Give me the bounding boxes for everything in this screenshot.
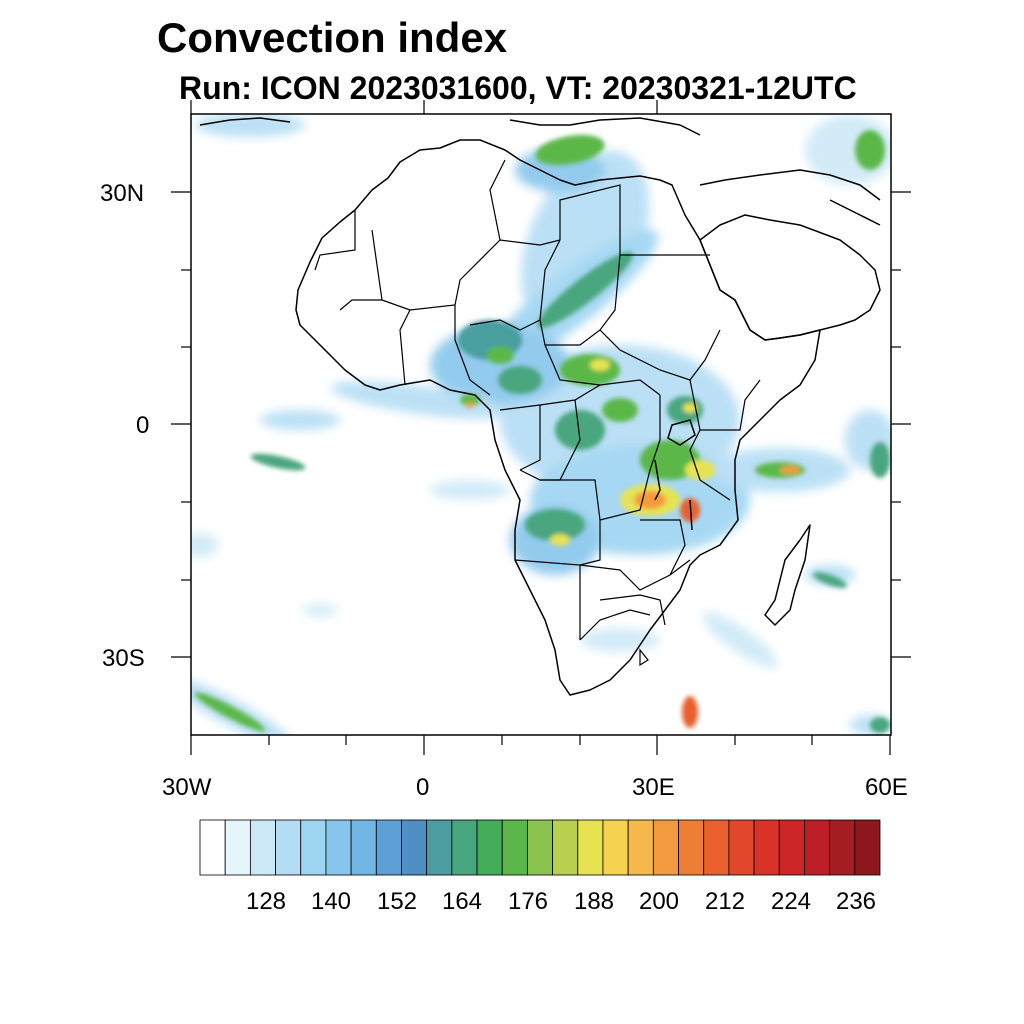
colorbar-label: 200: [638, 888, 680, 915]
colorbar-label: 152: [376, 888, 418, 915]
colorbar-swatch: [829, 819, 856, 876]
colorbar-swatch: [627, 819, 654, 876]
colorbar-swatch: [199, 819, 226, 876]
colorbar: [199, 819, 881, 876]
colorbar-label: 164: [441, 888, 483, 915]
colorbar-label: 212: [704, 888, 746, 915]
colorbar-swatch: [728, 819, 755, 876]
convection-field: [191, 114, 891, 735]
colorbar-swatch: [375, 819, 402, 876]
country-borders: [314, 159, 761, 667]
colorbar-label: 128: [245, 888, 287, 915]
colorbar-swatch: [350, 819, 377, 876]
lon-label-30w: 30W: [162, 774, 212, 801]
colorbar-swatch: [275, 819, 302, 876]
lat-label-30s: 30S: [102, 645, 145, 672]
colorbar-swatch: [527, 819, 553, 876]
map-subtitle: Run: ICON 2023031600, VT: 20230321-12UTC: [179, 70, 857, 106]
colorbar-swatch: [678, 819, 705, 876]
axis-ticks: [171, 100, 911, 755]
colorbar-label: 236: [835, 888, 877, 915]
lon-label-30e: 30E: [632, 774, 675, 801]
colorbar-swatch: [703, 819, 730, 876]
colorbar-swatch: [224, 819, 251, 876]
colorbar-swatch: [501, 819, 528, 876]
colorbar-label: 176: [507, 888, 549, 915]
map-title: Convection index: [157, 14, 508, 61]
colorbar-swatch: [249, 819, 276, 876]
lon-label-60e: 60E: [865, 774, 908, 801]
coastlines: [199, 117, 881, 696]
colorbar-swatch: [476, 819, 503, 876]
colorbar-swatch: [753, 819, 780, 876]
colorbar-swatch: [426, 819, 453, 876]
colorbar-swatch: [804, 819, 831, 876]
lakes: [654, 419, 696, 531]
colorbar-swatch: [300, 819, 327, 876]
lat-label-30n: 30N: [100, 180, 145, 207]
colorbar-swatch: [552, 819, 579, 876]
colorbar-swatch: [401, 819, 428, 876]
colorbar-label: 188: [573, 888, 615, 915]
lon-label-0: 0: [416, 774, 430, 801]
lat-label-0: 0: [136, 412, 150, 439]
colorbar-swatch: [854, 819, 881, 876]
colorbar-label: 224: [770, 888, 812, 915]
colorbar-swatch: [451, 819, 478, 876]
colorbar-label: 140: [310, 888, 352, 915]
colorbar-swatch: [778, 819, 805, 876]
colorbar-swatch: [325, 819, 352, 876]
colorbar-swatch: [602, 819, 629, 876]
colorbar-swatch: [652, 819, 679, 876]
colorbar-swatch: [577, 819, 604, 876]
